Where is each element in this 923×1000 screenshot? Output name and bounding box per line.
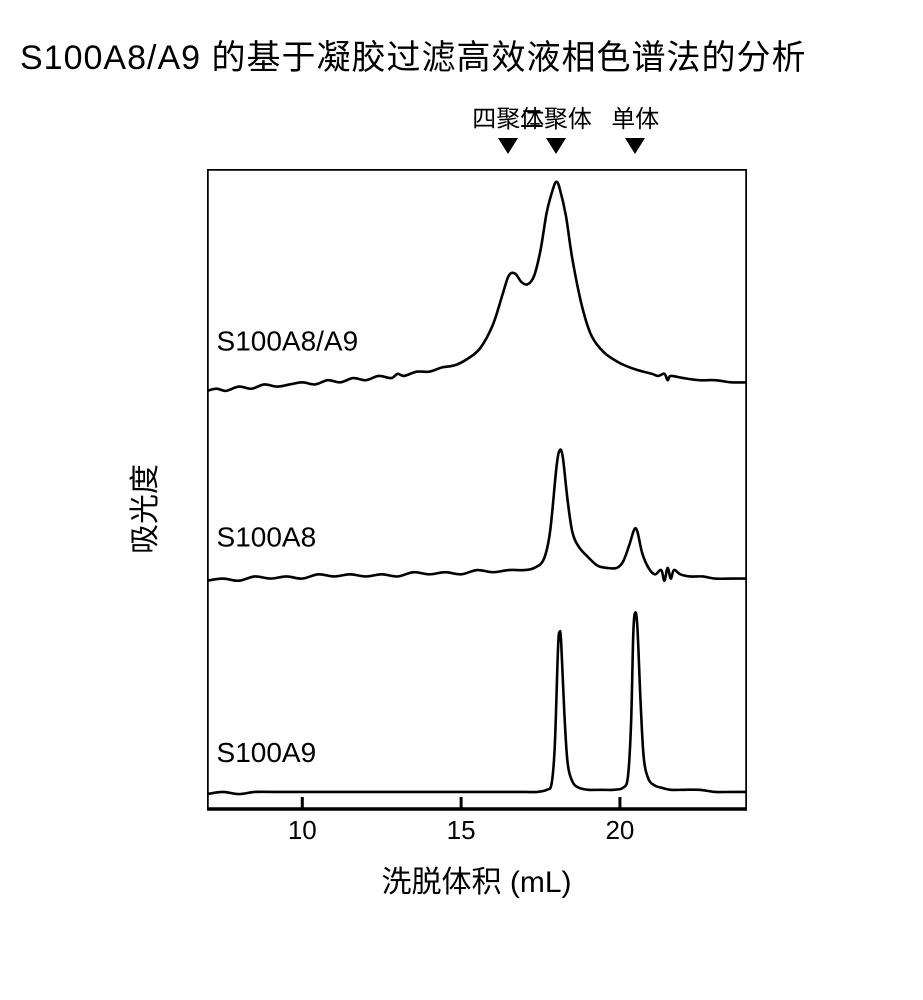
x-tick-label: 20 — [605, 815, 634, 845]
peak-marker-triangle-icon — [625, 138, 645, 154]
peak-marker-triangle-icon — [546, 138, 566, 154]
x-tick-label: 15 — [446, 815, 475, 845]
x-tick-label: 10 — [287, 815, 316, 845]
x-axis-label: 洗脱体积 (mL) — [207, 857, 747, 901]
trace-label: S100A9 — [216, 737, 316, 768]
peak-marker-label: 二聚体 — [520, 106, 592, 133]
chromatogram-chart: 10 15 20 S100A8/A9 S100A8 S100A9 — [207, 169, 747, 849]
page-title: S100A8/A9 的基于凝胶过滤高效液相色谱法的分析 — [20, 30, 903, 79]
peak-marker-label: 单体 — [611, 106, 659, 133]
peak-marker: 二聚体 — [520, 99, 592, 154]
peak-marker: 单体 — [611, 99, 659, 154]
plot-area: 吸光度 101520S100A8/A9S100A8S100A9 — [152, 169, 772, 849]
figure: 四聚体二聚体单体 吸光度 101520S100A8/A9S100A8S100A9… — [152, 99, 772, 901]
peak-markers: 四聚体二聚体单体 — [237, 99, 747, 169]
trace-label: S100A8 — [216, 522, 316, 553]
y-axis-label: 吸光度 — [120, 464, 164, 554]
trace-label: S100A8/A9 — [216, 325, 358, 356]
peak-marker-triangle-icon — [498, 138, 518, 154]
